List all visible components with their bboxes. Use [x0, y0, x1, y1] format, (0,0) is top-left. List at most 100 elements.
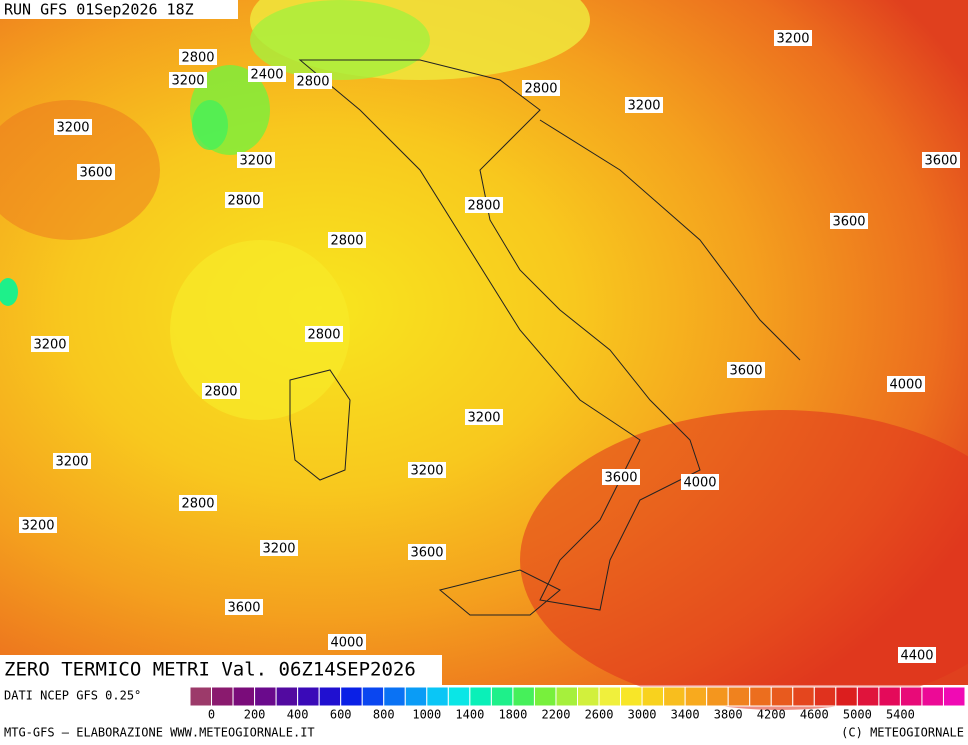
colorbar-swatch — [297, 686, 320, 707]
contour-label-box — [328, 232, 366, 248]
colorbar-swatch — [792, 686, 815, 707]
colorbar-swatch — [641, 686, 665, 707]
contour-label: 3200 — [56, 121, 89, 136]
contour-label: 3200 — [627, 99, 660, 114]
colorbar-swatch — [598, 686, 622, 707]
colorbar-swatch — [878, 686, 901, 707]
colorbar-tick-label: 400 — [287, 708, 309, 722]
contour-label: 3200 — [33, 338, 66, 353]
contour-label: 3600 — [410, 546, 443, 561]
contour-label-box — [225, 599, 263, 615]
colorbar-swatch — [942, 686, 966, 707]
colorbar-swatch — [490, 686, 514, 707]
colorbar-swatch — [275, 686, 299, 707]
colorbar-swatch — [404, 686, 428, 707]
contour-label: 3600 — [79, 166, 112, 181]
contour-label: 2400 — [250, 68, 283, 83]
contour-label: 2800 — [181, 497, 214, 512]
colorbar-tick-label: 3400 — [671, 708, 700, 722]
colorbar-tick-label: 200 — [244, 708, 266, 722]
colorbar-swatch — [835, 686, 858, 707]
contour-label-box — [31, 336, 69, 352]
contour-label-box — [727, 362, 765, 378]
colorbar-swatch — [533, 686, 557, 707]
contour-label: 3200 — [776, 32, 809, 47]
contour-label: 4400 — [900, 649, 933, 664]
contour-label-box — [522, 80, 560, 96]
contour-label: 3600 — [604, 471, 637, 486]
contour-label-box — [53, 453, 91, 469]
contour-label: 4000 — [330, 636, 363, 651]
contour-label: 2800 — [296, 75, 329, 90]
footer-left: MTG-GFS — ELABORAZIONE WWW.METEOGIORNALE… — [4, 726, 315, 740]
contour-label: 3600 — [924, 154, 957, 169]
run-box — [0, 0, 238, 19]
colorbar-tick-label: 0 — [208, 708, 215, 722]
contour-label: 2800 — [227, 194, 260, 209]
contour-label: 3200 — [262, 542, 295, 557]
colorbar-swatch — [899, 686, 923, 707]
footer-right: (C) METEOGIORNALE — [841, 726, 964, 740]
colorbar-swatch — [361, 686, 385, 707]
contour-label-box — [248, 66, 286, 82]
colorbar-tick-label: 800 — [373, 708, 395, 722]
contour-label: 2800 — [524, 82, 557, 97]
contour-label: 3600 — [729, 364, 762, 379]
contour-label-box — [169, 72, 207, 88]
colorbar-swatch — [211, 686, 234, 707]
contour-label-box — [681, 474, 719, 490]
contour-label: 3600 — [832, 215, 865, 230]
contour-label: 3200 — [239, 154, 272, 169]
colorbar-tick-label: 600 — [330, 708, 352, 722]
colorbar-swatch — [232, 686, 256, 707]
contour-label: 2800 — [330, 234, 363, 249]
contour-label: 3200 — [467, 411, 500, 426]
colorbar-swatch — [577, 686, 600, 707]
contour-label-box — [179, 495, 217, 511]
contour-label-box — [922, 152, 960, 168]
contour-label-box — [305, 326, 343, 342]
colorbar-swatch — [340, 686, 363, 707]
colorbar-tick-label: 3000 — [628, 708, 657, 722]
colorbar-swatch — [727, 686, 751, 707]
contour-label: 2800 — [467, 199, 500, 214]
contour-label-box — [294, 73, 332, 89]
colorbar-tick-label: 4200 — [757, 708, 786, 722]
contour-label-box — [830, 213, 868, 229]
colorbar-tick-label: 1000 — [412, 708, 441, 722]
contour-label-box — [408, 544, 446, 560]
contour-label: 4000 — [889, 378, 922, 393]
contour-label: 2800 — [307, 328, 340, 343]
contour-label-box — [328, 634, 366, 650]
title-box — [0, 655, 442, 685]
contour-label: 2800 — [204, 385, 237, 400]
colorbar-tick-label: 2600 — [585, 708, 614, 722]
colorbar-swatch — [512, 686, 535, 707]
colorbar-swatch — [684, 686, 708, 707]
colorbar-swatch — [663, 686, 686, 707]
colorbar-tick-label: 4600 — [800, 708, 829, 722]
contour-label-box — [602, 469, 640, 485]
colorbar-tick-label: 3800 — [714, 708, 743, 722]
contour-label-box — [465, 197, 503, 213]
colorbar-swatch — [706, 686, 729, 707]
contour-label-box — [19, 517, 57, 533]
contour-label: 3200 — [171, 74, 204, 89]
contour-label-box — [625, 97, 663, 113]
contour-label-box — [465, 409, 503, 425]
contour-label-box — [77, 164, 115, 180]
contour-label-box — [202, 383, 240, 399]
colorbar-tick-label: 5400 — [886, 708, 915, 722]
contour-label: 3200 — [21, 519, 54, 534]
source-label: DATI NCEP GFS 0.25° — [4, 689, 141, 703]
map-field — [0, 0, 968, 710]
colorbar-tick-label: 2200 — [542, 708, 571, 722]
colorbar-swatch — [770, 686, 794, 707]
contour-label-box — [887, 376, 925, 392]
contour-label: 2800 — [181, 51, 214, 66]
run-label: RUN GFS 01Sep2026 18Z — [4, 1, 194, 19]
contour-label-box — [179, 49, 217, 65]
colorbar-swatch — [620, 686, 643, 707]
colorbar-swatch — [555, 686, 579, 707]
